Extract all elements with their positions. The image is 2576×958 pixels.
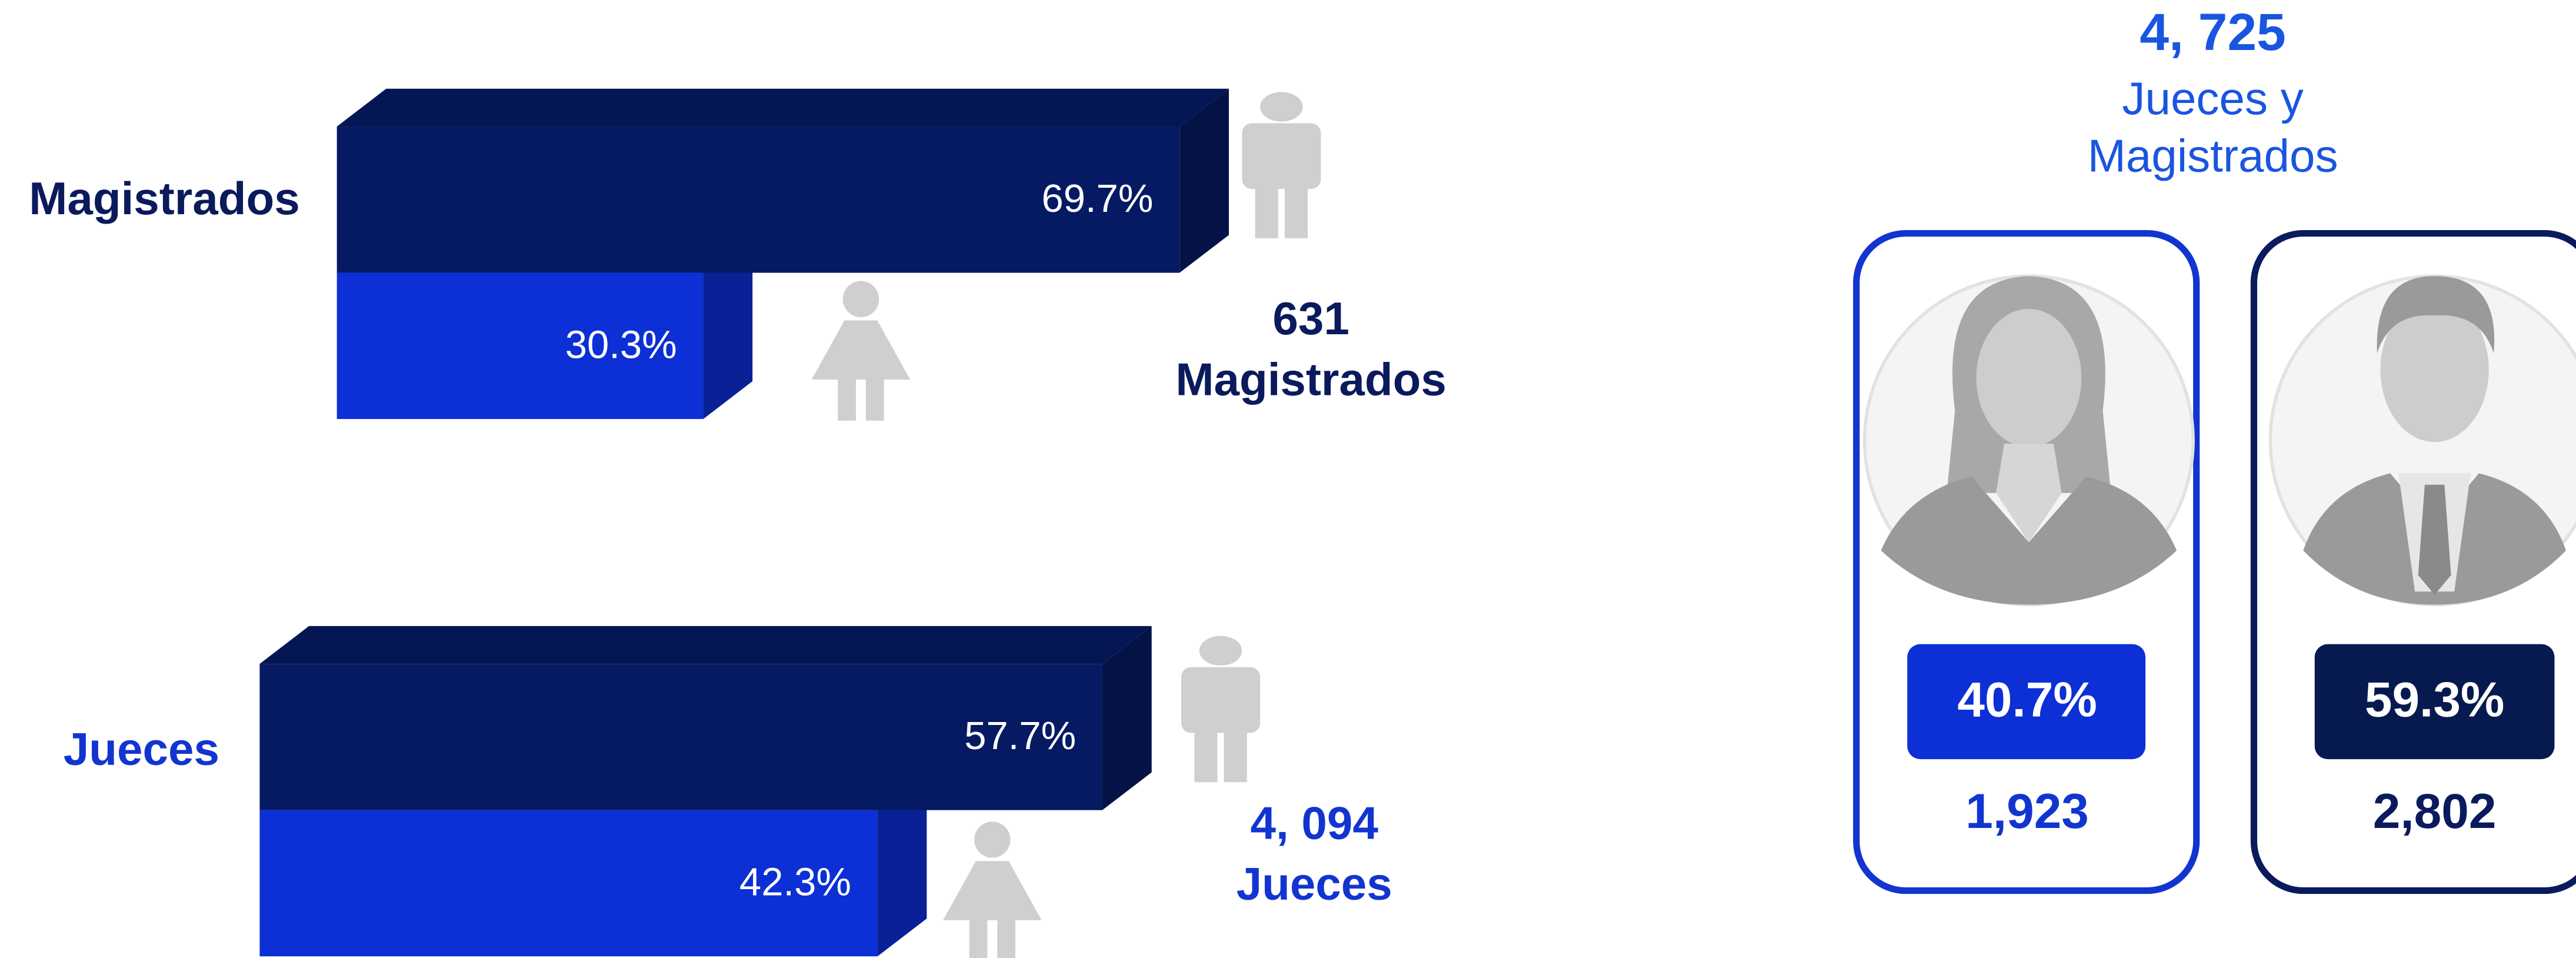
card-percent: 59.3% [2365,671,2505,727]
value-label: 69.7% [1042,177,1154,221]
bar-top [259,626,1151,664]
summary-total: 4, 725 [2140,2,2285,61]
card-count: 2,802 [2373,783,2497,839]
total-value: 4, 094 [1251,797,1379,849]
bar-top [337,89,1229,127]
value-label: 42.3% [739,860,851,904]
total-label: Jueces [1237,858,1392,910]
male-card: 59.3% 2,802 [2254,234,2576,891]
card-percent: 40.7% [1957,671,2097,727]
male-icon [1242,92,1321,238]
male-icon [1181,636,1260,783]
card-count: 1,923 [1965,783,2089,839]
summary-label: Jueces y [2122,72,2304,124]
infographic: 4, 725 Jueces y Magistrados 40.7% 1,923 … [0,0,2576,958]
page: {"chart_data": [ {"type": "bar", "orient… [0,0,2576,958]
chart-title: Magistrados [29,172,299,224]
value-label: 30.3% [565,322,677,367]
total-value: 631 [1272,292,1349,344]
female-card: 40.7% 1,923 [1857,234,2197,891]
female-icon [943,821,1042,958]
female-icon [812,281,911,421]
value-label: 57.7% [964,714,1076,758]
total-label: Magistrados [1175,353,1446,405]
chart-title: Jueces [64,723,219,775]
summary-label: Magistrados [2088,130,2338,182]
